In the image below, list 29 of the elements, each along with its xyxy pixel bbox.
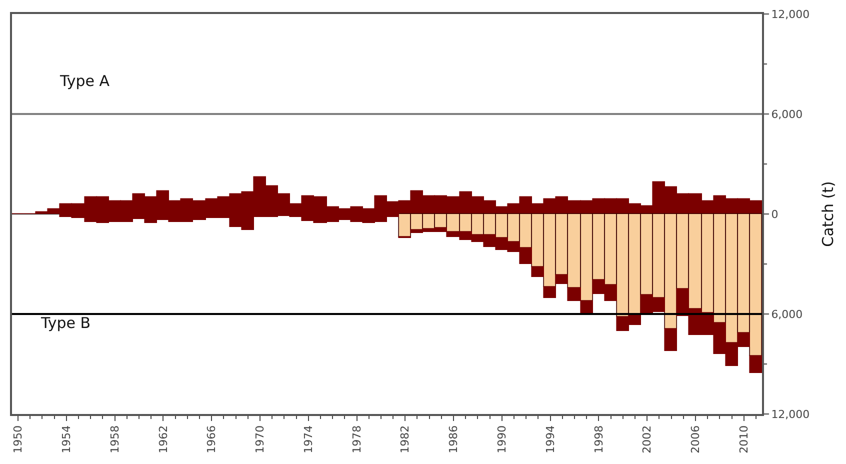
x-tick-label: 1998 <box>592 425 606 454</box>
x-tick-label: 1950 <box>12 425 25 454</box>
x-tick-label: 1990 <box>495 425 508 454</box>
x-tick-label: 1970 <box>254 425 267 454</box>
annotation: Type A <box>59 72 110 90</box>
x-tick-label: 1978 <box>350 425 364 454</box>
x-tick-label: 2010 <box>737 425 750 454</box>
y-tick-label: 0 <box>771 208 778 221</box>
y-tick-label: 12,000 <box>771 8 810 21</box>
x-tick-label: 2002 <box>640 425 654 454</box>
y-tick-label: 12,000 <box>771 408 810 421</box>
x-tick-label: 1994 <box>544 425 557 454</box>
x-tick-label: 1974 <box>302 425 315 454</box>
x-tick-label: 1958 <box>108 425 122 454</box>
y-tick-label: 6,000 <box>771 108 803 121</box>
bar <box>555 274 568 284</box>
bar <box>543 286 556 298</box>
y-tick-label: 6,000 <box>771 308 803 321</box>
x-tick-label: 1982 <box>398 425 412 454</box>
x-tick-label: 1986 <box>447 425 460 454</box>
bar <box>664 328 677 351</box>
annotation: Type B <box>40 314 91 332</box>
bar <box>531 266 544 277</box>
x-tick-label: 1954 <box>60 425 74 454</box>
bar <box>749 355 762 373</box>
x-tick-label: 2006 <box>689 425 702 454</box>
x-tick-label: 1966 <box>205 425 218 454</box>
y-axis-title: Catch (t) <box>819 181 838 247</box>
x-tick-label: 1962 <box>156 425 170 454</box>
